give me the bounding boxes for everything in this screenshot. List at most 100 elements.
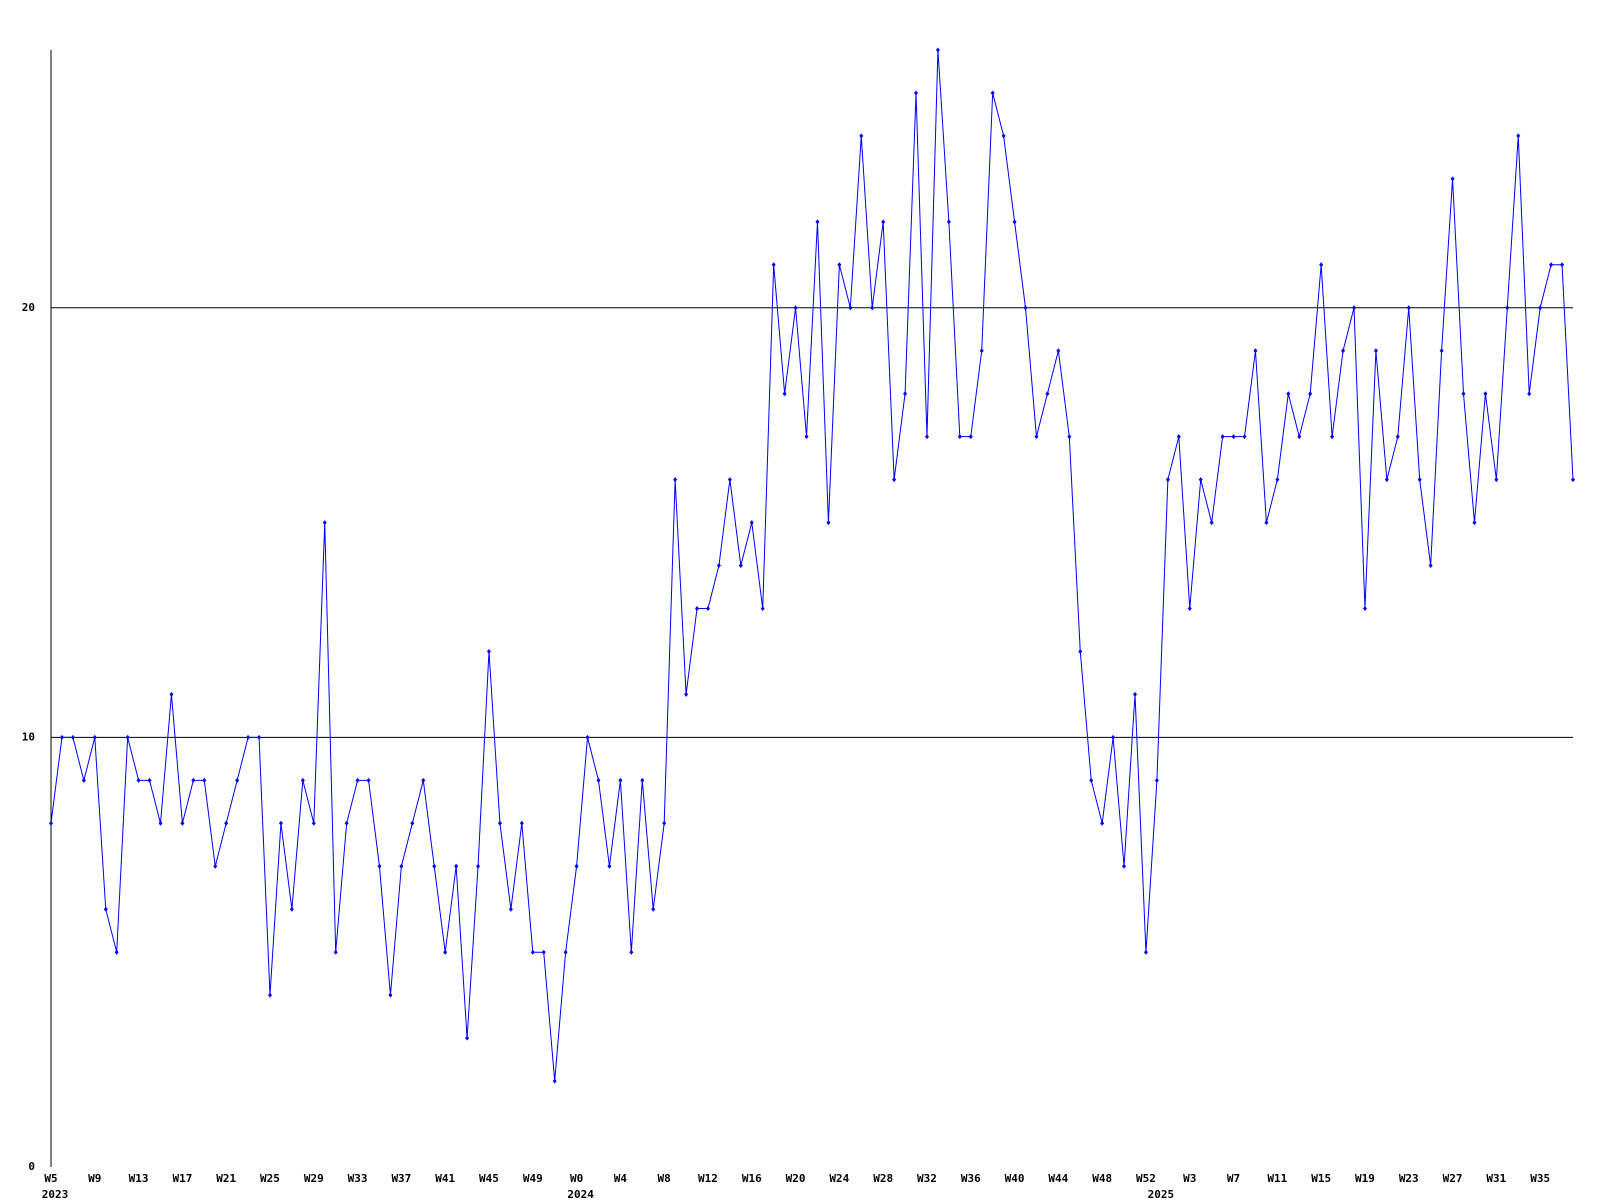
data-point xyxy=(1428,563,1433,569)
data-point xyxy=(59,734,64,740)
data-point xyxy=(70,734,75,740)
data-point xyxy=(541,949,546,955)
x-tick-label: W19 xyxy=(1355,1172,1375,1185)
data-point xyxy=(1231,434,1236,440)
data-point xyxy=(629,949,634,955)
data-point xyxy=(1122,863,1127,869)
data-point xyxy=(946,219,951,225)
year-label: 2023 xyxy=(42,1188,69,1200)
data-point xyxy=(202,777,207,783)
data-point xyxy=(114,949,119,955)
data-point xyxy=(1461,391,1466,397)
data-point xyxy=(1034,434,1039,440)
data-point xyxy=(1560,262,1565,268)
data-point xyxy=(465,1035,470,1041)
data-point xyxy=(618,777,623,783)
data-point xyxy=(476,863,481,869)
data-point xyxy=(1516,133,1521,139)
data-point xyxy=(771,262,776,268)
data-point xyxy=(738,563,743,569)
data-point xyxy=(1165,477,1170,483)
data-point xyxy=(903,391,908,397)
data-point xyxy=(848,305,853,311)
data-point xyxy=(1505,305,1510,311)
x-tick-label: W7 xyxy=(1227,1172,1240,1185)
data-point xyxy=(1209,520,1214,526)
x-tick-label: W11 xyxy=(1267,1172,1287,1185)
x-tick-label: W49 xyxy=(523,1172,543,1185)
data-point xyxy=(607,863,612,869)
data-point xyxy=(213,863,218,869)
data-point xyxy=(1538,305,1543,311)
data-point xyxy=(443,949,448,955)
x-tick-label: W29 xyxy=(304,1172,324,1185)
data-point xyxy=(1406,305,1411,311)
data-point xyxy=(924,434,929,440)
data-point xyxy=(322,520,327,526)
x-tick-label: W16 xyxy=(742,1172,762,1185)
x-tick-label: W35 xyxy=(1530,1172,1550,1185)
x-tick-label: W12 xyxy=(698,1172,718,1185)
data-point xyxy=(673,477,678,483)
data-point xyxy=(1143,949,1148,955)
data-point xyxy=(278,820,283,826)
data-point xyxy=(1571,477,1575,483)
x-tick-label: W36 xyxy=(961,1172,981,1185)
data-point xyxy=(957,434,962,440)
data-point xyxy=(454,863,459,869)
x-tick-label: W15 xyxy=(1311,1172,1331,1185)
year-label: 2024 xyxy=(567,1188,594,1200)
data-point xyxy=(1133,691,1138,697)
data-point xyxy=(377,863,382,869)
data-point xyxy=(1154,777,1159,783)
y-tick-label: 20 xyxy=(22,301,35,314)
data-point xyxy=(651,906,656,912)
x-tick-label: W32 xyxy=(917,1172,937,1185)
data-point xyxy=(486,648,491,654)
data-point xyxy=(49,820,53,826)
data-point xyxy=(782,391,787,397)
data-point xyxy=(1330,434,1335,440)
data-point xyxy=(563,949,568,955)
data-point xyxy=(1384,477,1389,483)
data-point xyxy=(1439,348,1444,354)
data-point xyxy=(749,520,754,526)
data-point xyxy=(640,777,645,783)
data-point xyxy=(979,348,984,354)
x-tick-label: W33 xyxy=(348,1172,368,1185)
data-point xyxy=(1100,820,1105,826)
data-line xyxy=(50,49,1574,1082)
x-tick-label: W13 xyxy=(129,1172,149,1185)
data-point xyxy=(1362,606,1367,611)
data-point xyxy=(859,133,864,139)
x-tick-label: W25 xyxy=(260,1172,280,1185)
data-point xyxy=(1045,391,1050,397)
data-point xyxy=(1472,520,1477,526)
data-point xyxy=(596,777,601,783)
x-tick-label: W52 xyxy=(1136,1172,1156,1185)
data-point xyxy=(519,820,524,826)
data-point xyxy=(804,434,809,440)
x-tick-label: W5 xyxy=(44,1172,57,1185)
data-point xyxy=(1341,348,1346,354)
data-point xyxy=(705,606,710,611)
data-point xyxy=(355,777,360,783)
x-tick-label: W41 xyxy=(435,1172,455,1185)
data-point xyxy=(1078,648,1083,654)
data-point xyxy=(1549,262,1554,268)
data-point xyxy=(125,734,130,740)
data-point xyxy=(103,906,108,912)
data-point xyxy=(333,949,338,955)
data-point xyxy=(1056,348,1061,354)
x-tick-label: W24 xyxy=(829,1172,849,1185)
x-tick-label: W27 xyxy=(1443,1172,1463,1185)
data-point xyxy=(147,777,152,783)
data-point xyxy=(1111,734,1116,740)
data-point xyxy=(191,777,196,783)
data-point xyxy=(662,820,667,826)
data-point xyxy=(410,820,415,826)
data-point xyxy=(399,863,404,869)
data-point xyxy=(344,820,349,826)
data-point xyxy=(1352,305,1357,311)
data-point xyxy=(935,47,940,53)
